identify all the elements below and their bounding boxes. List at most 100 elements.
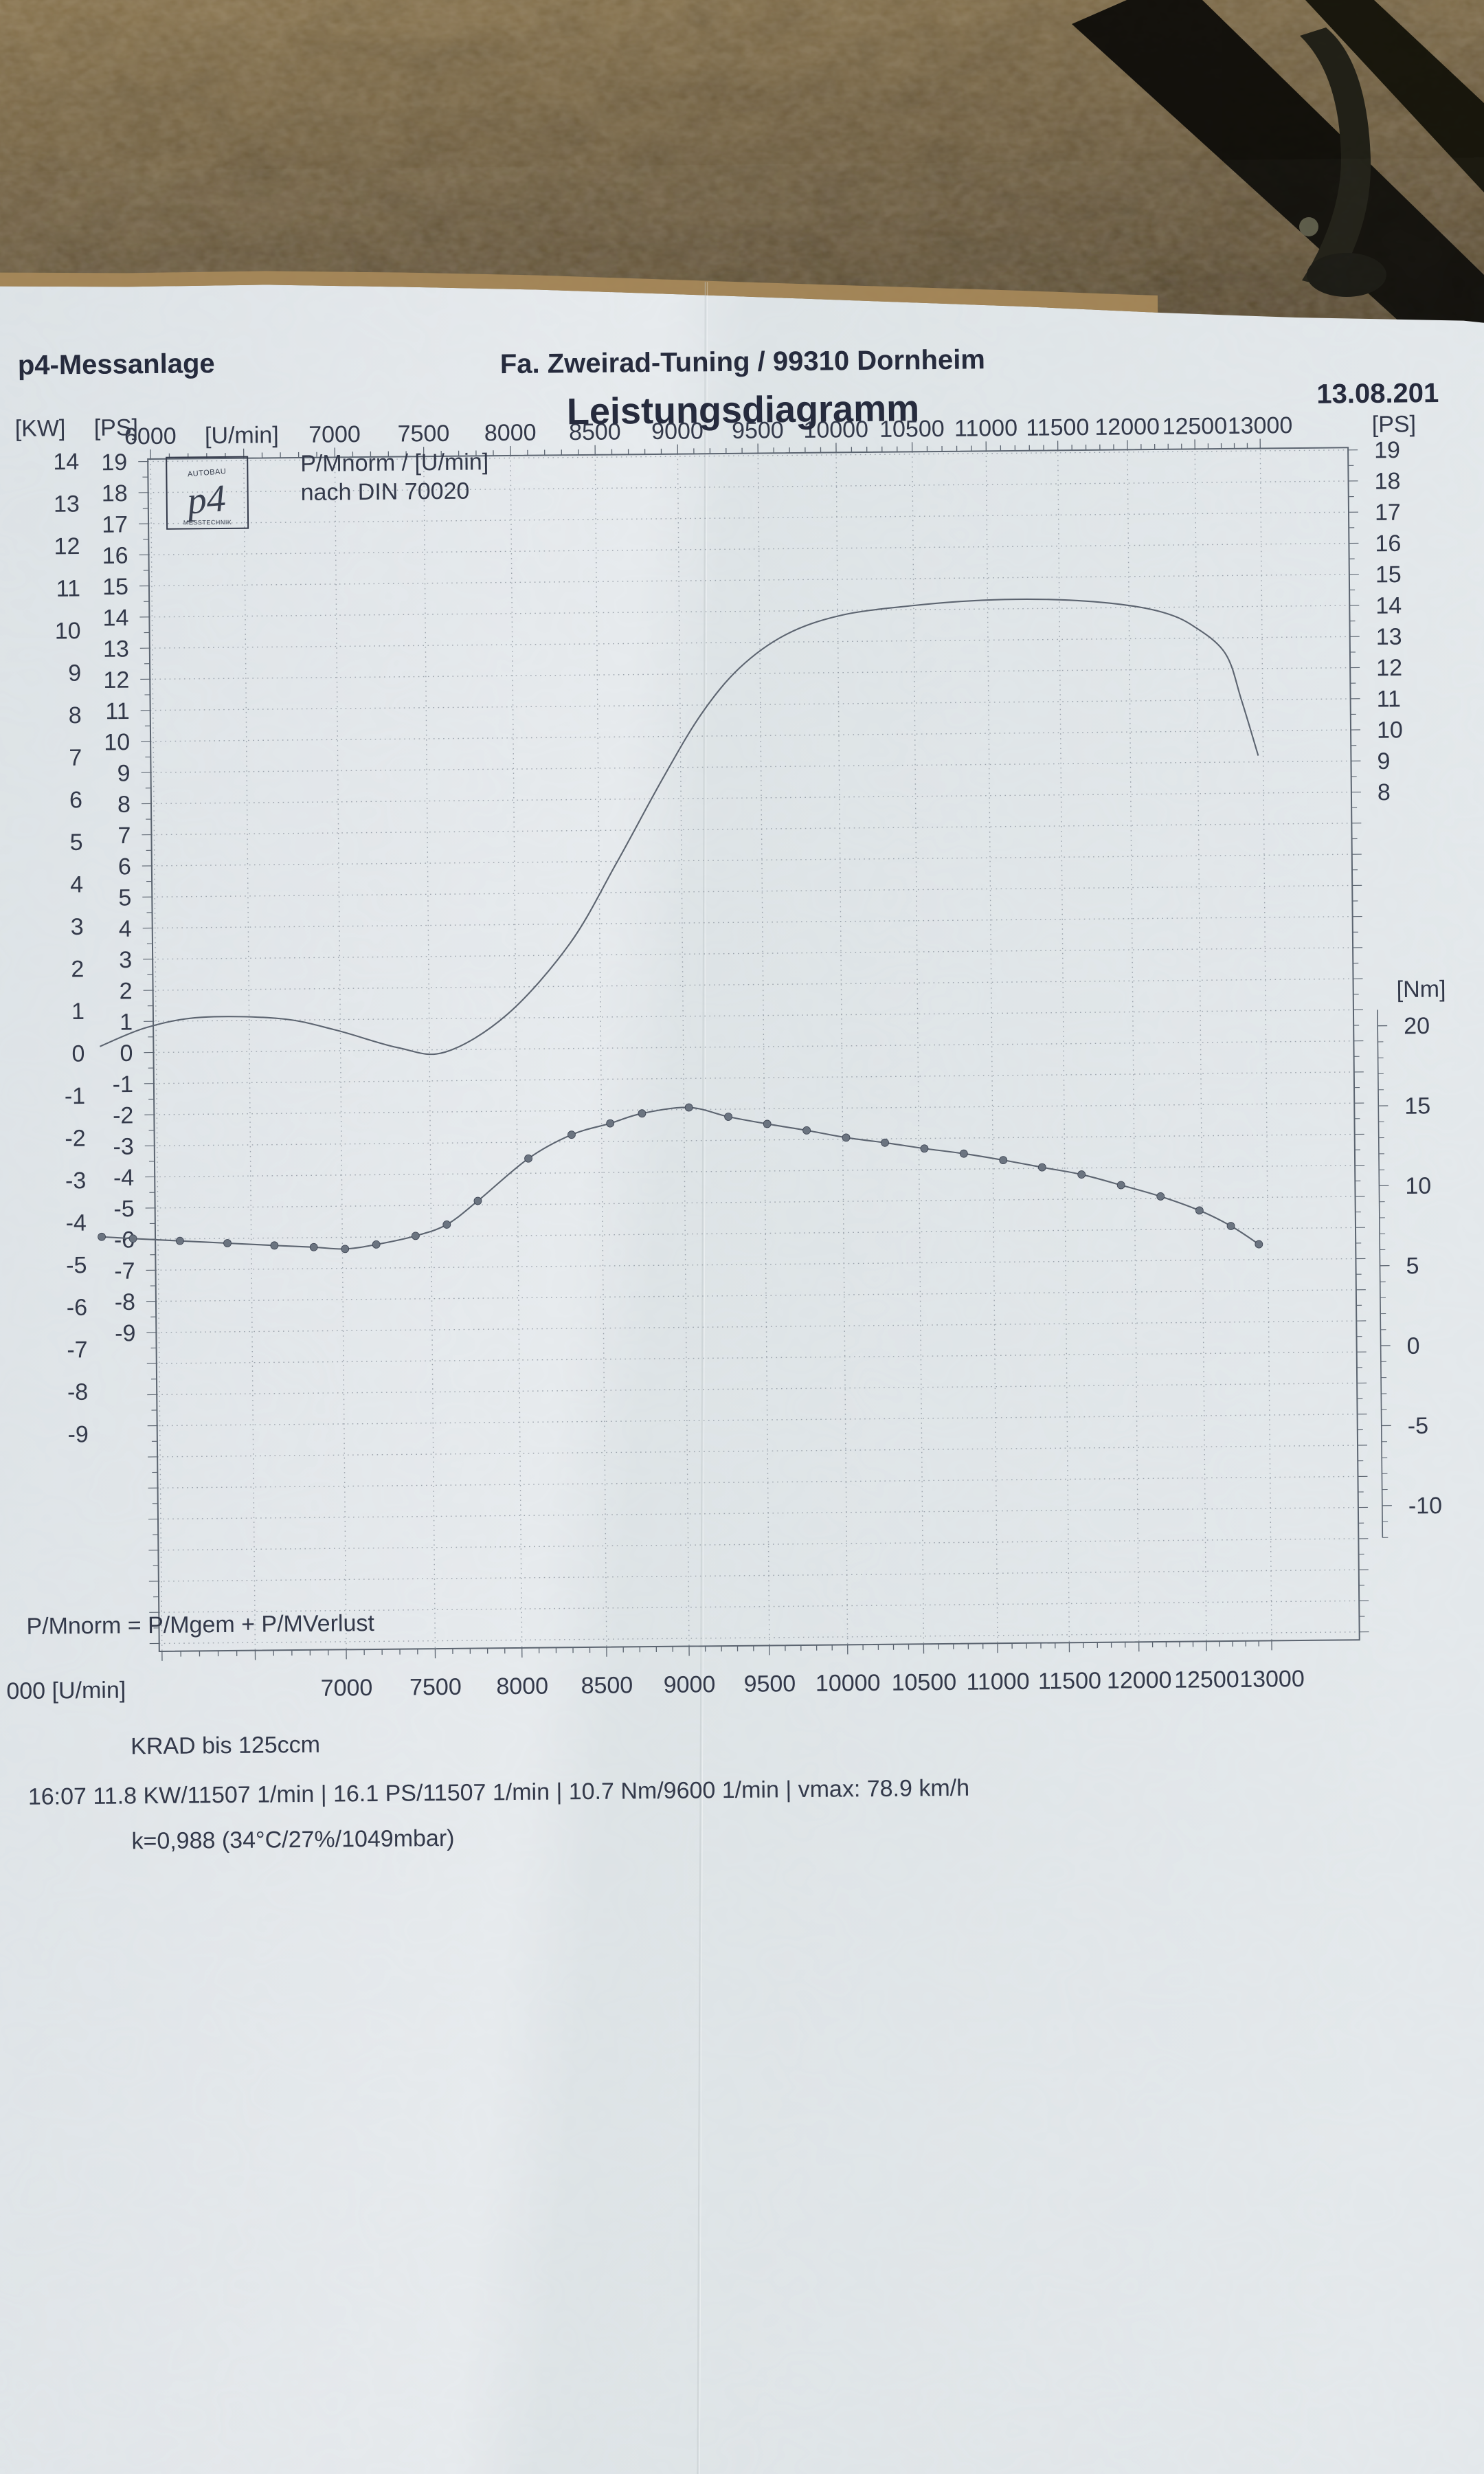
svg-text:nach DIN 70020: nach DIN 70020: [300, 478, 469, 506]
svg-text:5: 5: [69, 829, 82, 856]
svg-text:9500: 9500: [743, 1671, 796, 1697]
svg-text:16: 16: [1375, 531, 1401, 557]
svg-text:p4: p4: [183, 477, 227, 523]
svg-text:10000: 10000: [816, 1670, 881, 1697]
svg-text:12: 12: [54, 533, 80, 559]
svg-text:10: 10: [1377, 717, 1403, 743]
svg-text:8000: 8000: [496, 1673, 548, 1700]
svg-text:13.08.201: 13.08.201: [1316, 378, 1439, 410]
svg-text:11: 11: [105, 698, 130, 724]
svg-text:-4: -4: [113, 1165, 135, 1191]
svg-text:17: 17: [1375, 500, 1401, 526]
svg-text:P/Mnorm = P/Mgem + P/MVerlust: P/Mnorm = P/Mgem + P/MVerlust: [26, 1610, 374, 1640]
svg-text:k=0,988 (34°C/27%/1049mbar): k=0,988 (34°C/27%/1049mbar): [131, 1825, 454, 1855]
svg-text:9000: 9000: [664, 1671, 716, 1698]
svg-text:10: 10: [1405, 1173, 1431, 1199]
svg-text:15: 15: [1375, 561, 1402, 588]
svg-text:8000: 8000: [484, 420, 537, 447]
svg-text:6: 6: [118, 854, 131, 880]
svg-text:-3: -3: [65, 1168, 87, 1194]
svg-text:KRAD bis 125ccm: KRAD bis 125ccm: [131, 1732, 320, 1760]
svg-text:10: 10: [55, 618, 81, 644]
svg-text:1: 1: [120, 1009, 133, 1035]
svg-text:20: 20: [1404, 1013, 1430, 1039]
svg-text:14: 14: [53, 449, 79, 475]
svg-text:7500: 7500: [409, 1674, 462, 1701]
svg-text:[KW]: [KW]: [15, 415, 66, 442]
svg-text:13: 13: [103, 636, 129, 662]
svg-text:12: 12: [1376, 655, 1402, 681]
svg-text:19: 19: [1374, 437, 1400, 463]
svg-text:-4: -4: [65, 1210, 87, 1236]
svg-text:8: 8: [117, 792, 131, 818]
svg-text:-5: -5: [66, 1252, 87, 1278]
svg-text:2: 2: [71, 956, 84, 982]
svg-text:13000: 13000: [1239, 1666, 1305, 1693]
svg-text:6: 6: [69, 787, 82, 813]
svg-text:7500: 7500: [397, 421, 449, 447]
svg-text:16:07 11.8 KW/11507 1/min |: 16:07 11.8 KW/11507 1/min | 16.1 PS/1150…: [28, 1775, 970, 1810]
svg-text:1: 1: [71, 999, 85, 1025]
svg-text:-10: -10: [1408, 1493, 1443, 1519]
svg-text:7000: 7000: [321, 1675, 373, 1702]
svg-text:2: 2: [120, 978, 133, 1004]
svg-text:11: 11: [56, 576, 81, 602]
svg-text:8: 8: [69, 702, 82, 728]
svg-text:-8: -8: [67, 1379, 89, 1405]
svg-text:3: 3: [119, 947, 132, 973]
svg-text:15: 15: [1404, 1093, 1430, 1119]
svg-text:11: 11: [1376, 686, 1401, 712]
svg-text:[PS]: [PS]: [1372, 411, 1417, 438]
svg-text:[U/min]: [U/min]: [205, 422, 279, 449]
svg-text:-7: -7: [67, 1337, 88, 1363]
svg-text:-5: -5: [1408, 1413, 1429, 1439]
svg-text:12: 12: [103, 667, 129, 693]
svg-text:11500: 11500: [1038, 1668, 1101, 1695]
svg-text:-9: -9: [67, 1421, 89, 1447]
svg-text:-3: -3: [113, 1134, 134, 1160]
svg-text:-7: -7: [114, 1258, 135, 1284]
svg-text:12000: 12000: [1107, 1667, 1172, 1694]
svg-text:17: 17: [102, 511, 128, 537]
svg-text:14: 14: [1375, 592, 1402, 618]
svg-text:12500: 12500: [1162, 413, 1227, 440]
svg-text:MESSTECHNIK: MESSTECHNIK: [183, 519, 232, 526]
svg-text:13: 13: [54, 491, 80, 517]
svg-text:[PS]: [PS]: [94, 414, 139, 441]
svg-text:4: 4: [70, 871, 83, 898]
svg-text:9: 9: [68, 660, 81, 687]
svg-text:0: 0: [71, 1040, 85, 1067]
svg-text:16: 16: [102, 543, 128, 569]
svg-text:19: 19: [101, 449, 127, 476]
svg-text:-6: -6: [67, 1295, 88, 1321]
svg-text:-1: -1: [65, 1083, 86, 1109]
svg-text:10: 10: [104, 729, 130, 755]
svg-text:0: 0: [1406, 1333, 1419, 1359]
svg-text:11000: 11000: [966, 1669, 1029, 1695]
svg-text:5: 5: [118, 885, 131, 911]
svg-text:-5: -5: [113, 1196, 135, 1222]
svg-text:18: 18: [102, 480, 128, 506]
svg-text:18: 18: [1374, 468, 1400, 494]
svg-text:Leistungsdiagramm: Leistungsdiagramm: [567, 388, 920, 432]
svg-text:9: 9: [1377, 748, 1390, 774]
svg-text:4: 4: [119, 916, 132, 942]
svg-text:7: 7: [117, 823, 131, 849]
svg-text:-1: -1: [112, 1071, 133, 1097]
svg-text:3: 3: [71, 914, 84, 940]
svg-text:-9: -9: [115, 1320, 136, 1346]
svg-text:10500: 10500: [891, 1669, 956, 1696]
svg-text:Fa. Zweirad-Tuning / 99310 Dor: Fa. Zweirad-Tuning / 99310 Dornheim: [500, 344, 985, 379]
svg-text:13000: 13000: [1228, 412, 1293, 439]
svg-text:p4-Messanlage: p4-Messanlage: [18, 348, 215, 381]
svg-text:[Nm]: [Nm]: [1396, 976, 1446, 1003]
svg-text:000 [U/min]: 000 [U/min]: [6, 1677, 126, 1704]
svg-text:-2: -2: [65, 1126, 86, 1152]
svg-text:9: 9: [117, 760, 130, 786]
svg-text:8: 8: [1378, 779, 1391, 805]
svg-text:11000: 11000: [954, 415, 1018, 442]
svg-text:12500: 12500: [1174, 1667, 1239, 1693]
svg-text:5: 5: [1406, 1253, 1419, 1279]
svg-text:P/Mnorm / [U/min]: P/Mnorm / [U/min]: [300, 449, 488, 477]
svg-text:13: 13: [1376, 624, 1402, 650]
